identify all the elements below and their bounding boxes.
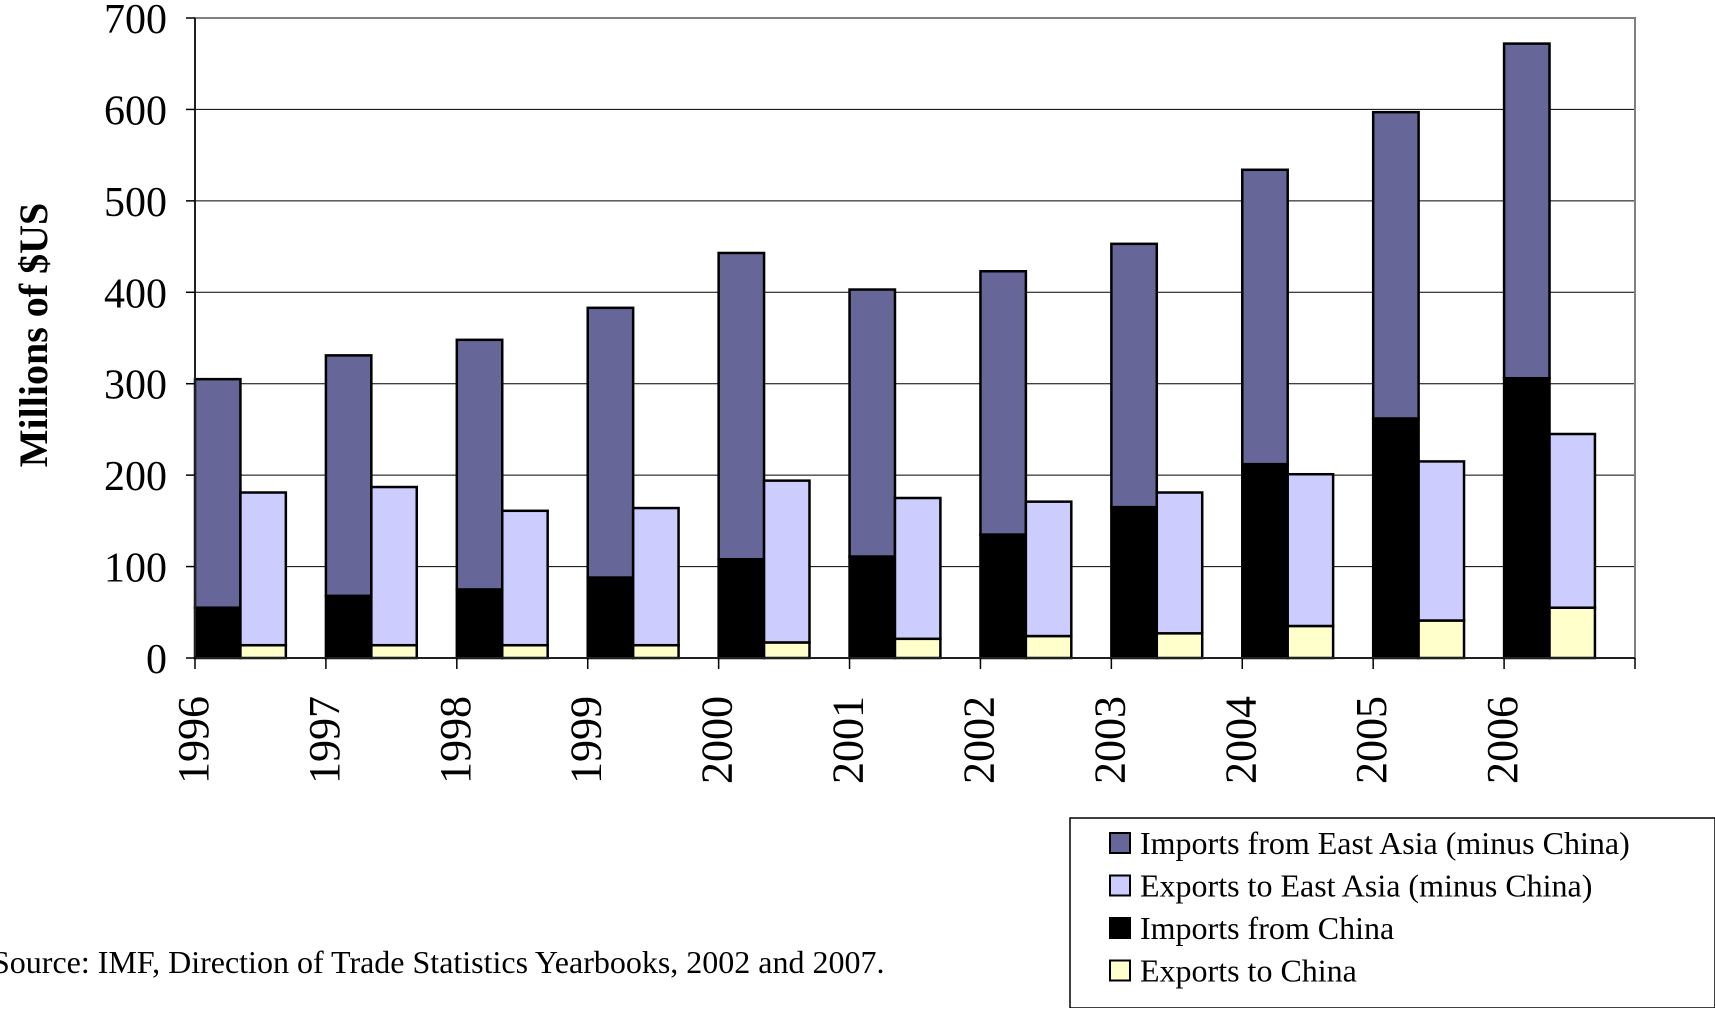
bar-exports-to-east-asia-minus-china-2003 bbox=[1155, 491, 1204, 635]
bar-exports-to-china-2006 bbox=[1548, 606, 1597, 660]
bar-imports-from-east-asia-minus-china-1997 bbox=[324, 354, 373, 598]
y-tick-label: 400 bbox=[104, 271, 167, 317]
bar-exports-to-east-asia-minus-china-2001 bbox=[893, 496, 942, 641]
x-tick-label: 1999 bbox=[562, 696, 611, 784]
legend-swatch bbox=[1109, 874, 1131, 897]
bar-imports-from-china-1998 bbox=[455, 588, 504, 660]
axes bbox=[194, 18, 1635, 659]
bar-exports-to-china-2002 bbox=[1024, 634, 1073, 660]
bar-imports-from-east-asia-minus-china-2005 bbox=[1371, 110, 1420, 420]
legend-swatch bbox=[1109, 832, 1131, 854]
bar-imports-from-east-asia-minus-china-2004 bbox=[1241, 168, 1289, 466]
bar-imports-from-east-asia-minus-china-2006 bbox=[1502, 42, 1551, 380]
y-tick-label: 100 bbox=[104, 546, 167, 592]
bar-imports-from-china-1997 bbox=[324, 594, 373, 660]
legend-box bbox=[1069, 817, 1715, 1009]
bar-imports-from-china-2000 bbox=[717, 558, 766, 660]
y-tick-label: 600 bbox=[104, 88, 167, 134]
legend-label: Imports from East Asia (minus China) bbox=[1140, 825, 1630, 861]
bar-exports-to-china-1997 bbox=[370, 643, 419, 660]
y-axis-ticks: 0 100 200 300 400 500 600 700 bbox=[104, 0, 195, 683]
bar-imports-from-east-asia-minus-china-1996 bbox=[193, 377, 242, 609]
bar-imports-from-china-2001 bbox=[848, 555, 897, 660]
legend-label: Exports to China bbox=[1140, 953, 1357, 989]
bar-exports-to-china-1999 bbox=[631, 643, 680, 660]
y-axis-label: Millions of $US bbox=[11, 203, 56, 467]
x-tick-label: 2004 bbox=[1216, 696, 1265, 784]
bar-imports-from-east-asia-minus-china-2000 bbox=[717, 251, 766, 561]
x-tick-label: 2002 bbox=[954, 696, 1003, 784]
bar-imports-from-china-2006 bbox=[1502, 376, 1551, 660]
bar-imports-from-china-2002 bbox=[979, 533, 1028, 660]
bar-exports-to-east-asia-minus-china-1998 bbox=[500, 509, 549, 647]
bar-exports-to-china-2001 bbox=[893, 637, 942, 660]
legend-label: Imports from China bbox=[1140, 910, 1394, 946]
bar-imports-from-china-1999 bbox=[586, 576, 635, 660]
x-tick-label: 2001 bbox=[824, 696, 873, 784]
bar-imports-from-east-asia-minus-china-2002 bbox=[979, 270, 1028, 536]
x-tick-label: 2003 bbox=[1085, 696, 1134, 784]
bar-exports-to-china-2000 bbox=[762, 641, 811, 660]
y-tick-label: 300 bbox=[104, 363, 167, 409]
bar-exports-to-china-2005 bbox=[1417, 619, 1466, 660]
bar-exports-to-east-asia-minus-china-2005 bbox=[1417, 460, 1466, 622]
legend: Imports from East Asia (minus China) Expo… bbox=[1069, 817, 1715, 1009]
bar-imports-from-china-2003 bbox=[1110, 505, 1159, 660]
bars bbox=[193, 42, 1597, 660]
legend-swatch bbox=[1109, 959, 1131, 982]
x-tick-label: 2000 bbox=[693, 696, 742, 784]
bar-exports-to-china-2003 bbox=[1155, 632, 1204, 660]
x-tick-label: 2006 bbox=[1478, 696, 1527, 784]
bar-exports-to-east-asia-minus-china-2000 bbox=[762, 479, 811, 644]
bar-imports-from-china-1996 bbox=[193, 606, 242, 660]
x-tick-label: 1997 bbox=[300, 696, 349, 784]
x-axis-ticks: 1996 1997 1998 1999 2000 2001 2002 2003 2004 2005… bbox=[169, 658, 1636, 784]
bar-exports-to-east-asia-minus-china-1999 bbox=[631, 506, 680, 647]
bar-exports-to-china-1996 bbox=[239, 643, 288, 660]
legend-label: Exports to East Asia (minus China) bbox=[1140, 868, 1592, 904]
x-tick-label: 2005 bbox=[1347, 696, 1396, 784]
bar-exports-to-east-asia-minus-china-1997 bbox=[370, 485, 419, 647]
bar-exports-to-east-asia-minus-china-1996 bbox=[239, 491, 288, 647]
bar-imports-from-east-asia-minus-china-1998 bbox=[455, 338, 504, 591]
y-tick-label: 200 bbox=[104, 454, 167, 500]
bar-exports-to-east-asia-minus-china-2004 bbox=[1286, 472, 1335, 628]
legend-swatch bbox=[1109, 917, 1131, 939]
bar-exports-to-east-asia-minus-china-2006 bbox=[1548, 432, 1597, 609]
x-tick-label: 1996 bbox=[169, 696, 218, 784]
bar-imports-from-east-asia-minus-china-1999 bbox=[586, 306, 635, 579]
y-tick-label: 0 bbox=[146, 637, 167, 683]
bar-imports-from-china-2005 bbox=[1371, 417, 1420, 660]
y-tick-label: 500 bbox=[104, 180, 167, 226]
bar-imports-from-east-asia-minus-china-2001 bbox=[848, 288, 897, 558]
bar-exports-to-east-asia-minus-china-2002 bbox=[1024, 500, 1073, 638]
x-tick-label: 1998 bbox=[431, 696, 480, 784]
bar-exports-to-china-2004 bbox=[1286, 624, 1335, 660]
bar-imports-from-east-asia-minus-china-2003 bbox=[1110, 242, 1159, 509]
source-note: Source: IMF, Direction of Trade Statisti… bbox=[0, 944, 885, 980]
bar-exports-to-china-1998 bbox=[500, 643, 549, 660]
y-tick-label: 700 bbox=[104, 0, 167, 43]
bar-imports-from-china-2004 bbox=[1241, 462, 1289, 660]
